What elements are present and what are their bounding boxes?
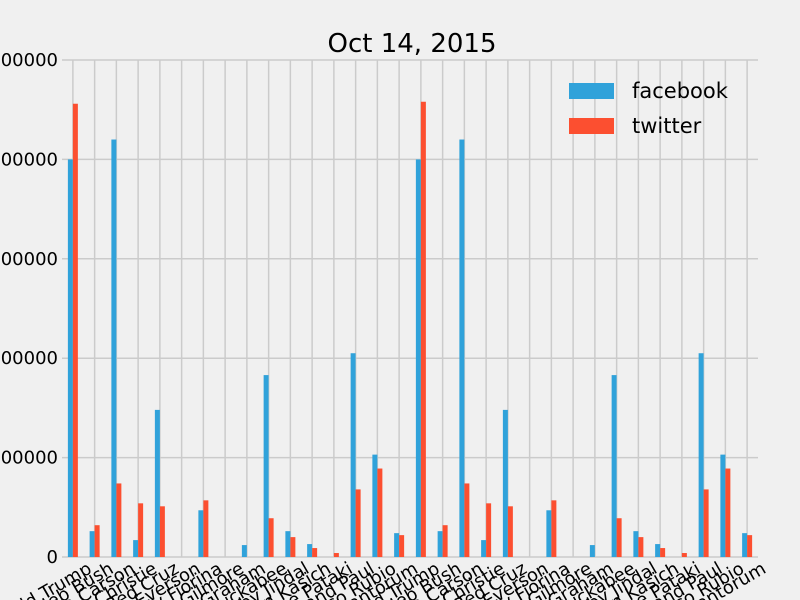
bar (72, 103, 78, 558)
bar (285, 531, 291, 557)
bar (725, 468, 731, 557)
bar (507, 506, 513, 557)
bar (420, 101, 426, 558)
bar (268, 518, 274, 557)
bar (111, 139, 117, 557)
bar (94, 525, 100, 557)
bar (742, 533, 748, 557)
bar (633, 531, 639, 557)
bar (415, 159, 421, 557)
bar (655, 544, 661, 557)
bar (698, 353, 704, 557)
bar (681, 553, 687, 557)
bar (377, 468, 383, 557)
y-tick-label: 1000000 (0, 448, 58, 469)
bar (263, 375, 269, 557)
bar (589, 545, 595, 557)
bar (747, 535, 753, 557)
bar (159, 506, 165, 557)
bar (703, 489, 709, 557)
bar (154, 409, 160, 557)
y-tick-label: 3000000 (0, 249, 58, 270)
chart-title: Oct 14, 2015 (328, 29, 497, 59)
bar (372, 454, 378, 557)
bar (333, 553, 339, 557)
bar (481, 540, 487, 557)
bar (89, 531, 95, 557)
bar (464, 483, 470, 557)
bar (355, 489, 361, 557)
bar (551, 500, 557, 557)
bar (133, 540, 139, 557)
bar (312, 548, 318, 557)
bar (486, 503, 492, 557)
bar (138, 503, 144, 557)
bar (546, 510, 552, 557)
bar (638, 537, 644, 557)
bar (67, 159, 73, 557)
bar (394, 533, 400, 557)
bar (660, 548, 666, 557)
legend-label: twitter (632, 114, 702, 138)
bar (611, 375, 617, 557)
bar (198, 510, 204, 557)
bar (442, 525, 448, 557)
bar (307, 544, 313, 557)
legend-label: facebook (632, 79, 729, 103)
y-tick-label: 2000000 (0, 348, 58, 369)
bar (437, 531, 443, 557)
bar (459, 139, 465, 557)
legend-swatch (569, 83, 614, 99)
bar (241, 545, 247, 557)
y-tick-label: 4000000 (0, 149, 58, 170)
bar (502, 409, 508, 557)
bar (616, 518, 622, 557)
legend-swatch (569, 118, 614, 134)
bar (720, 454, 726, 557)
bar (290, 537, 296, 557)
y-tick-label: 0 (47, 547, 58, 568)
bar (116, 483, 122, 557)
bar (399, 535, 405, 557)
bar (350, 353, 356, 557)
bar (203, 500, 209, 557)
